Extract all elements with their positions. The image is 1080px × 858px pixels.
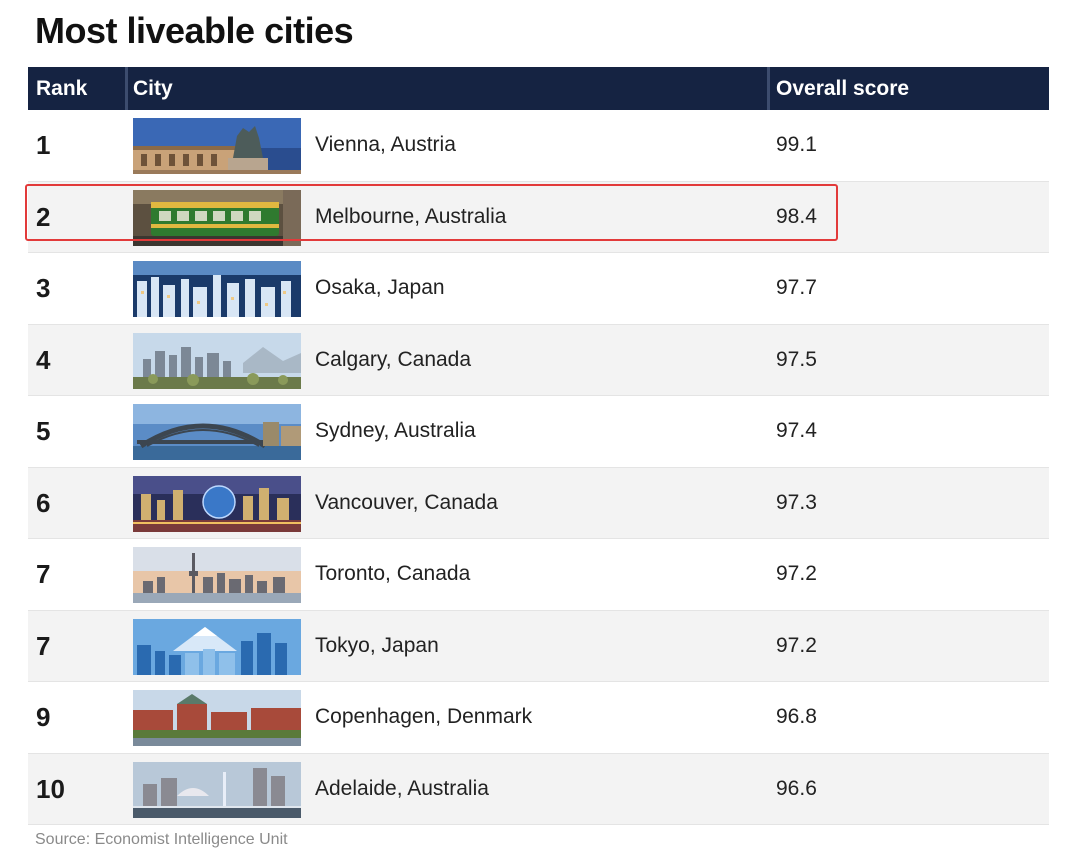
score-cell: 98.4 xyxy=(776,204,817,228)
table-row: 9 Copenhagen, Denmark 96.8 xyxy=(28,682,1049,754)
table-row: 7 Tokyo, Japan 97.2 xyxy=(28,610,1049,682)
city-cell: Melbourne, Australia xyxy=(315,204,507,228)
city-cell: Toronto, Canada xyxy=(315,562,471,585)
city-photo xyxy=(133,690,301,746)
rank-cell: 3 xyxy=(36,273,51,303)
header-divider xyxy=(767,67,770,110)
city-photo xyxy=(133,189,301,246)
table-row: 10 Adelaide, Australia 96.6 xyxy=(28,753,1049,825)
rank-cell: 7 xyxy=(36,559,51,589)
table-row: 7 Toronto, Canada 97.2 xyxy=(28,539,1049,611)
header-rank: Rank xyxy=(36,77,88,100)
rank-cell: 10 xyxy=(36,773,65,804)
rank-cell: 4 xyxy=(36,344,51,375)
score-cell: 99.1 xyxy=(776,133,817,156)
rank-cell: 9 xyxy=(36,702,51,732)
table-row: 2 Melbourne, Australia 98.4 xyxy=(28,181,1049,253)
rank-cell: 6 xyxy=(36,487,51,518)
table-row: 4 Calgary, Canada 97.5 xyxy=(28,324,1049,396)
city-cell: Calgary, Canada xyxy=(315,347,472,371)
score-cell: 96.8 xyxy=(776,705,817,728)
city-cell: Osaka, Japan xyxy=(315,276,445,299)
score-cell: 97.2 xyxy=(776,633,817,657)
city-photo xyxy=(133,261,301,317)
header-divider xyxy=(125,67,128,110)
city-photo xyxy=(133,118,301,174)
score-cell: 97.2 xyxy=(776,562,817,585)
score-cell: 97.7 xyxy=(776,276,817,299)
score-cell: 97.3 xyxy=(776,490,817,514)
header-city: City xyxy=(133,77,173,100)
city-photo xyxy=(133,618,301,675)
city-photo xyxy=(133,475,301,532)
city-photo xyxy=(133,404,301,460)
city-cell: Tokyo, Japan xyxy=(315,633,439,657)
table-body: 1 Vienna, Austria 99.1 2 Melbourne, Austra… xyxy=(28,110,1049,825)
rank-cell: 2 xyxy=(36,201,51,232)
city-cell: Vancouver, Canada xyxy=(315,490,498,514)
source-note: Source: Economist Intelligence Unit xyxy=(35,831,288,848)
city-cell: Vienna, Austria xyxy=(315,133,456,156)
table-row: 6 Vancouver, Canada 97.3 xyxy=(28,467,1049,539)
rank-cell: 5 xyxy=(36,416,51,446)
rank-cell: 7 xyxy=(36,630,51,661)
table-header: Rank City Overall score xyxy=(28,67,1049,110)
city-photo xyxy=(133,547,301,603)
header-score: Overall score xyxy=(776,77,910,100)
score-cell: 96.6 xyxy=(776,776,817,800)
score-cell: 97.5 xyxy=(776,347,817,371)
city-photo xyxy=(133,761,301,818)
rank-cell: 1 xyxy=(36,130,51,160)
table-row: 1 Vienna, Austria 99.1 xyxy=(28,110,1049,182)
table-row: 5 Sydney, Australia 97.4 xyxy=(28,396,1049,468)
page-title: Most liveable cities xyxy=(35,10,354,51)
score-cell: 97.4 xyxy=(776,419,817,442)
city-photo xyxy=(133,332,301,389)
city-cell: Copenhagen, Denmark xyxy=(315,705,533,728)
table-row: 3 Osaka, Japan 97.7 xyxy=(28,253,1049,325)
city-cell: Adelaide, Australia xyxy=(315,776,489,800)
city-cell: Sydney, Australia xyxy=(315,419,476,442)
